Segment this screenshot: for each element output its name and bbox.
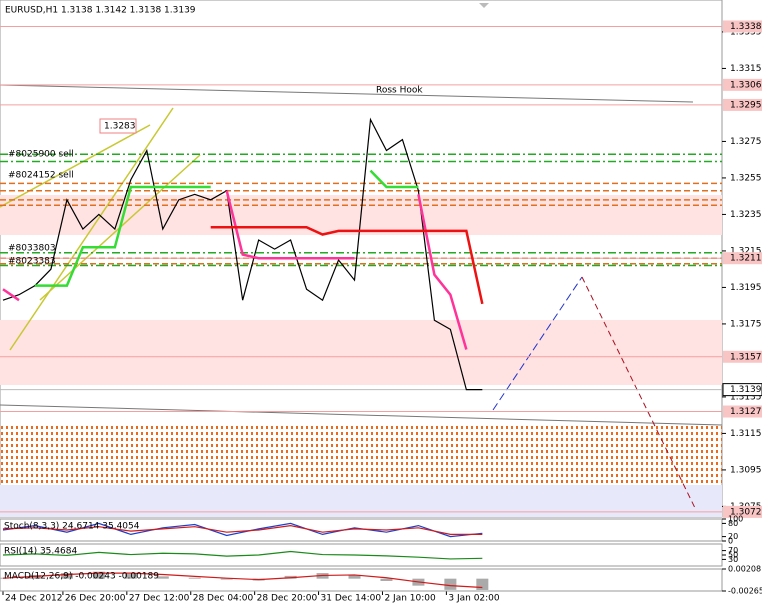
y-tick-label: 70 [728, 546, 738, 555]
annotation: 1.3283 [104, 122, 136, 132]
y-tick-label: 1.3175 [730, 319, 762, 329]
bar [444, 578, 457, 590]
price-label: 1.3127 [730, 407, 762, 417]
forecast [492, 276, 583, 411]
indicator-title: MACD(12,26,9) -0.00243 -0.00189 [4, 572, 159, 582]
chart-title: EURUSD,H1 1.3138 1.3142 1.3138 1.3139 [5, 6, 196, 16]
x-tick-label: 28 Dec 04:00 [193, 594, 254, 603]
x-tick-label: 31 Dec 14:00 [321, 594, 382, 603]
y-tick-label: 30 [728, 555, 738, 564]
bar [124, 574, 137, 579]
zone [0, 320, 722, 385]
y-tick-label: 0.00208 [728, 565, 761, 574]
bar [380, 578, 393, 581]
bar [92, 571, 105, 579]
indicator-title: RSI(14) 35.4684 [4, 547, 77, 557]
x-tick-label: 2 Jan 10:00 [384, 594, 436, 603]
series-line [2, 550, 483, 560]
annotation: #8033803 [8, 244, 56, 254]
series-line [34, 185, 211, 287]
indicator-title: Stoch(8,3,3) 24.6714 35.4054 [4, 522, 140, 532]
price-box [723, 78, 762, 91]
y-tick-label: -0.00265 [728, 587, 762, 596]
y-tick-label: 1.3215 [730, 246, 762, 256]
series-line [2, 288, 20, 302]
orange-zone [0, 425, 722, 485]
price-box [723, 405, 762, 418]
level-box [99, 118, 137, 134]
x-tick-label: 3 Jan 02:00 [448, 594, 500, 603]
x-tick-label: 28 Dec 20:00 [257, 594, 318, 603]
price-label: 1.3338 [730, 22, 762, 32]
current-price: 1.3139 [730, 385, 762, 395]
bar [188, 577, 201, 579]
y-tick-label: 1.3095 [730, 465, 762, 475]
y-tick-label: 1.3275 [730, 137, 762, 147]
x-tick-label: 27 Dec 12:00 [129, 594, 190, 603]
y-tick-label: 0 [728, 537, 733, 546]
sub-panel [0, 518, 723, 542]
trendline [0, 404, 723, 426]
trendline [9, 107, 174, 351]
price-box [723, 350, 762, 363]
y-tick-label: 80 [728, 519, 738, 528]
price-box [723, 98, 762, 111]
series-line [417, 194, 468, 350]
forecast [581, 276, 696, 509]
x-tick-label: 26 Dec 20:00 [65, 594, 126, 603]
series-line [225, 190, 355, 260]
trendline [0, 84, 694, 103]
annotation: #8023383 [8, 257, 56, 267]
price-label: 1.3306 [730, 80, 762, 90]
bar [348, 574, 361, 579]
y-tick-label: 1.3115 [730, 429, 762, 439]
series-line [2, 524, 483, 536]
y-tick-label: 1.3255 [730, 173, 762, 183]
annotation: #8025900 sell [8, 150, 74, 160]
price-label: 1.3211 [730, 254, 762, 264]
price-label: 1.3157 [730, 352, 762, 362]
price-box [723, 505, 762, 518]
bar [476, 578, 489, 590]
sub-panel [0, 568, 723, 592]
bar [60, 573, 73, 579]
trendline [0, 124, 151, 208]
x-tick-label: 24 Dec 2012 [5, 594, 63, 603]
y-tick-label: 100 [728, 515, 743, 524]
price-label: 1.3295 [730, 100, 762, 110]
y-tick-label: 1.3195 [730, 283, 762, 293]
y-tick-label: 1.3135 [730, 392, 762, 402]
shift-marker [479, 3, 489, 8]
annotation: Ross Hook [376, 86, 423, 96]
price-box [723, 20, 762, 33]
y-tick-label: 1.3315 [730, 64, 762, 74]
series-line [2, 117, 483, 391]
y-tick-label: 20 [728, 532, 738, 541]
price-box [723, 252, 762, 265]
bar [220, 578, 233, 580]
annotation: #8024152 sell [8, 171, 74, 181]
y-tick-label: 1.3235 [730, 210, 762, 220]
bar [156, 576, 169, 579]
series-line [210, 225, 484, 305]
price-box [722, 383, 762, 397]
y-tick-label: 50 [728, 551, 738, 560]
series-line [369, 169, 419, 189]
series-line [2, 572, 483, 589]
price-label: 1.3072 [730, 507, 762, 517]
